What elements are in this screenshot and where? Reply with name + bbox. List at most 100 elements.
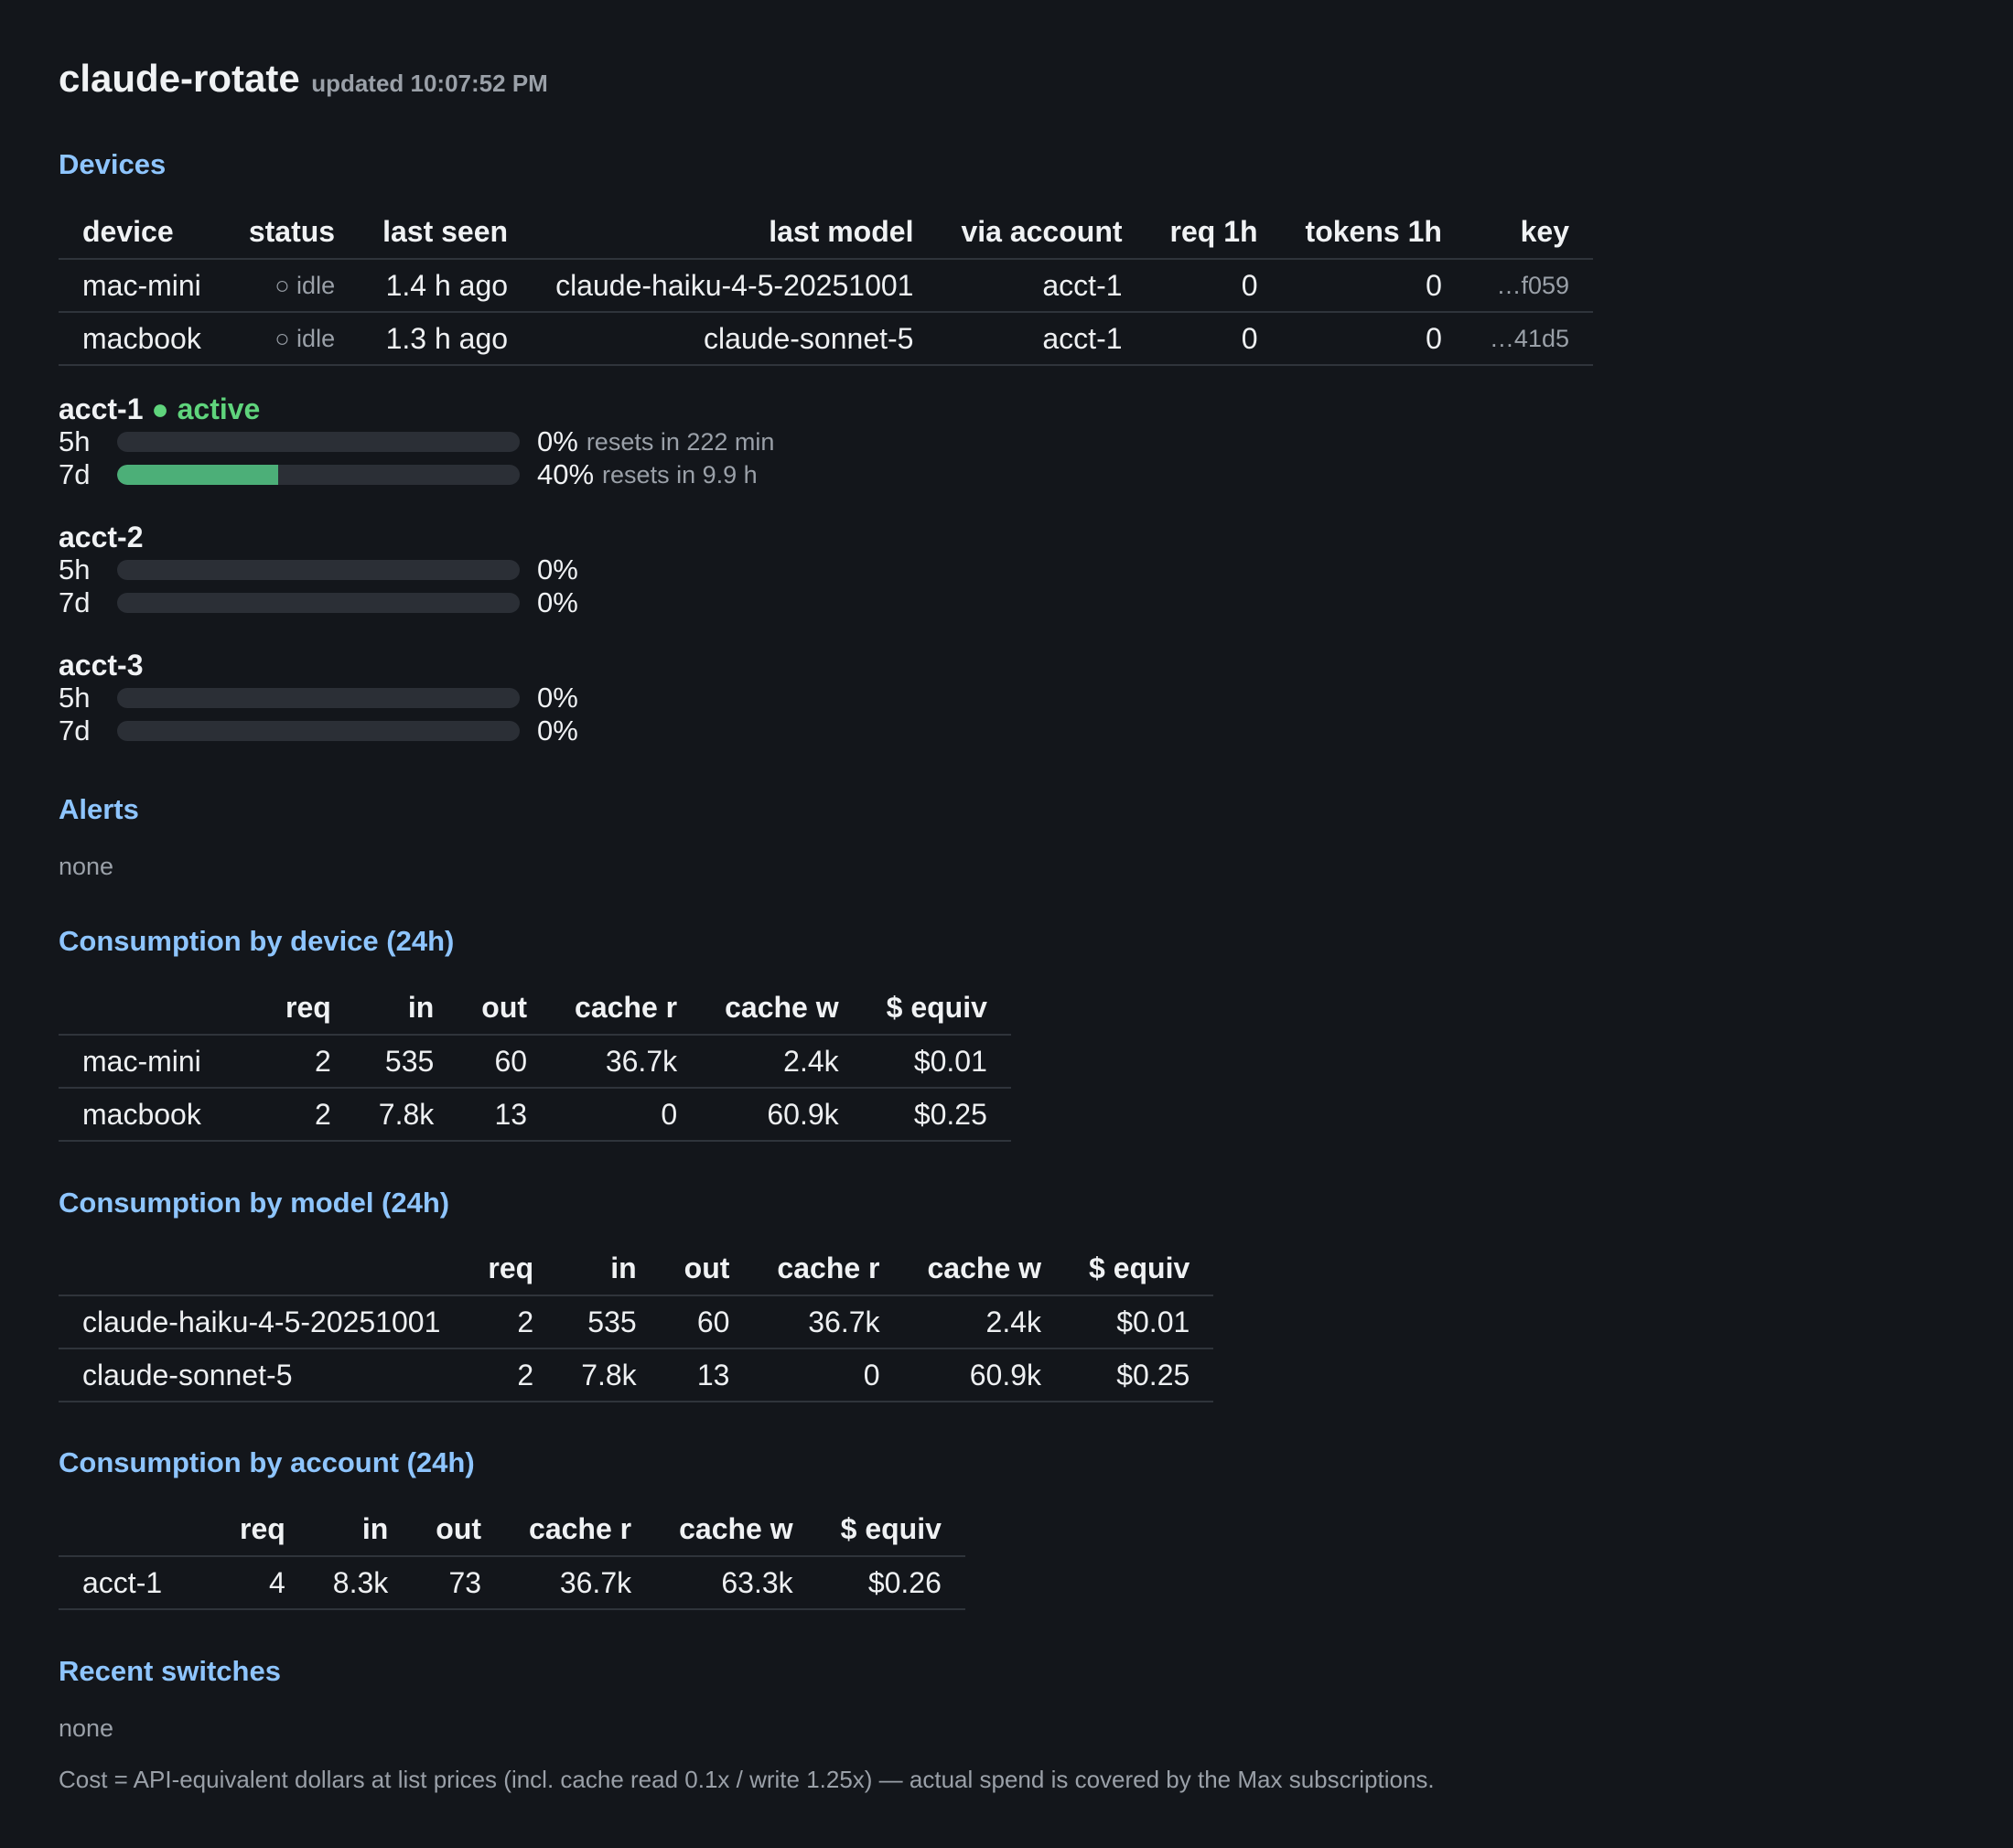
meter-label: 7d: [59, 458, 91, 490]
device-last-seen: 1.4 h ago: [359, 259, 533, 313]
cell-cache-w: 60.9k: [701, 1088, 863, 1142]
device-req-1h: 0: [1146, 259, 1282, 313]
updated-timestamp: updated 10:07:52 PM: [311, 70, 548, 97]
col-equiv: $ equiv: [816, 1502, 965, 1557]
cell-cache-r: 0: [753, 1348, 904, 1402]
meter-percent: 0%: [537, 586, 578, 618]
col-req-1h: req 1h: [1146, 205, 1282, 260]
col-status: status: [224, 205, 360, 260]
cell-out: 60: [660, 1295, 754, 1349]
cell-req: 2: [262, 1035, 355, 1089]
col-key: key: [1465, 205, 1593, 260]
col-in: in: [354, 981, 458, 1036]
cell-cache-w: 60.9k: [903, 1348, 1066, 1402]
row-name: mac-mini: [59, 1035, 262, 1089]
cell-equiv: $0.01: [1065, 1295, 1214, 1349]
progress-bar: [117, 432, 520, 452]
meter-resets: resets in 9.9 h: [602, 460, 758, 489]
meter-label: 5h: [59, 425, 91, 457]
cell-in: 8.3k: [308, 1556, 413, 1610]
meter-percent: 0%: [537, 425, 578, 457]
col-cache-w: cache w: [903, 1241, 1066, 1296]
device-req-1h: 0: [1146, 312, 1282, 366]
progress-fill: [117, 465, 278, 485]
consumption-device-heading: Consumption by device (24h): [59, 925, 455, 957]
col-last-seen: last seen: [359, 205, 533, 260]
progress-bar: [117, 593, 520, 613]
device-name: mac-mini: [59, 259, 225, 313]
meter-percent: 0%: [537, 714, 578, 747]
device-status: ○ idle: [224, 312, 360, 366]
row-name: claude-sonnet-5: [59, 1348, 465, 1402]
cell-equiv: $0.25: [862, 1088, 1011, 1142]
col-cache-r: cache r: [505, 1502, 656, 1557]
cost-footnote: Cost = API-equivalent dollars at list pr…: [59, 1766, 1435, 1793]
cell-equiv: $0.26: [816, 1556, 965, 1610]
col-req: req: [262, 981, 355, 1036]
consumption-model-table: req in out cache r cache w $ equiv claud…: [59, 1241, 1214, 1402]
meter-percent: 40%: [537, 458, 595, 490]
device-tokens-1h: 0: [1281, 312, 1466, 366]
col-cache-r: cache r: [551, 981, 702, 1036]
device-via-account: acct-1: [937, 312, 1146, 366]
table-row: mac-mini ○ idle 1.4 h ago claude-haiku-4…: [59, 259, 1593, 313]
table-header-row: req in out cache r cache w $ equiv: [59, 1502, 965, 1557]
device-last-seen: 1.3 h ago: [359, 312, 533, 366]
col-in: in: [308, 1502, 413, 1557]
account-name: acct-1: [59, 392, 144, 425]
usage-meter-5h: 5h 0% resets in 222 min: [59, 425, 774, 458]
cell-in: 7.8k: [557, 1348, 661, 1402]
cell-in: 535: [557, 1295, 661, 1349]
account-acct-3: acct-3 5h 0% 7d 0%: [59, 649, 578, 747]
devices-header-row: device status last seen last model via a…: [59, 205, 1593, 260]
meter-label: 5h: [59, 553, 91, 586]
cell-req: 2: [464, 1295, 558, 1349]
devices-heading: Devices: [59, 148, 167, 180]
meter-percent: 0%: [537, 553, 578, 586]
cell-cache-w: 2.4k: [903, 1295, 1066, 1349]
cell-cache-w: 2.4k: [701, 1035, 863, 1089]
cell-in: 535: [354, 1035, 458, 1089]
cell-cache-r: 36.7k: [551, 1035, 702, 1089]
device-key: …41d5: [1465, 312, 1593, 366]
account-acct-1: acct-1 ● active 5h 0% resets in 222 min …: [59, 392, 774, 491]
row-name: claude-haiku-4-5-20251001: [59, 1295, 465, 1349]
account-acct-2: acct-2 5h 0% 7d 0%: [59, 521, 578, 619]
progress-bar: [117, 465, 520, 485]
alerts-heading: Alerts: [59, 793, 139, 825]
cell-cache-r: 0: [551, 1088, 702, 1142]
col-out: out: [412, 1502, 506, 1557]
recent-switches-value: none: [59, 1714, 114, 1742]
alerts-value: none: [59, 853, 114, 880]
meter-label: 7d: [59, 714, 91, 747]
col-cache-w: cache w: [701, 981, 863, 1036]
device-name: macbook: [59, 312, 225, 366]
row-name: acct-1: [59, 1556, 216, 1610]
table-header-row: req in out cache r cache w $ equiv: [59, 1241, 1214, 1296]
table-header-row: req in out cache r cache w $ equiv: [59, 981, 1011, 1036]
col-name: [59, 1502, 216, 1557]
table-row: claude-haiku-4-5-20251001 2 535 60 36.7k…: [59, 1295, 1214, 1349]
device-last-model: claude-sonnet-5: [532, 312, 938, 366]
usage-meter-7d: 7d 0%: [59, 586, 578, 619]
page-title: claude-rotate: [59, 57, 300, 100]
row-name: macbook: [59, 1088, 262, 1142]
meter-label: 5h: [59, 682, 91, 714]
consumption-account-heading: Consumption by account (24h): [59, 1446, 475, 1478]
cell-in: 7.8k: [354, 1088, 458, 1142]
cell-req: 2: [464, 1348, 558, 1402]
cell-out: 13: [458, 1088, 552, 1142]
col-device: device: [59, 205, 225, 260]
account-name: acct-3: [59, 649, 144, 682]
col-name: [59, 1241, 465, 1296]
page-header: claude-rotate updated 10:07:52 PM: [59, 57, 548, 101]
meter-percent: 0%: [537, 682, 578, 714]
account-name: acct-2: [59, 521, 144, 553]
cell-out: 73: [412, 1556, 506, 1610]
cell-equiv: $0.25: [1065, 1348, 1214, 1402]
progress-bar: [117, 560, 520, 580]
progress-bar: [117, 721, 520, 741]
usage-meter-7d: 7d 0%: [59, 714, 578, 747]
recent-switches-heading: Recent switches: [59, 1655, 281, 1687]
progress-bar: [117, 688, 520, 708]
